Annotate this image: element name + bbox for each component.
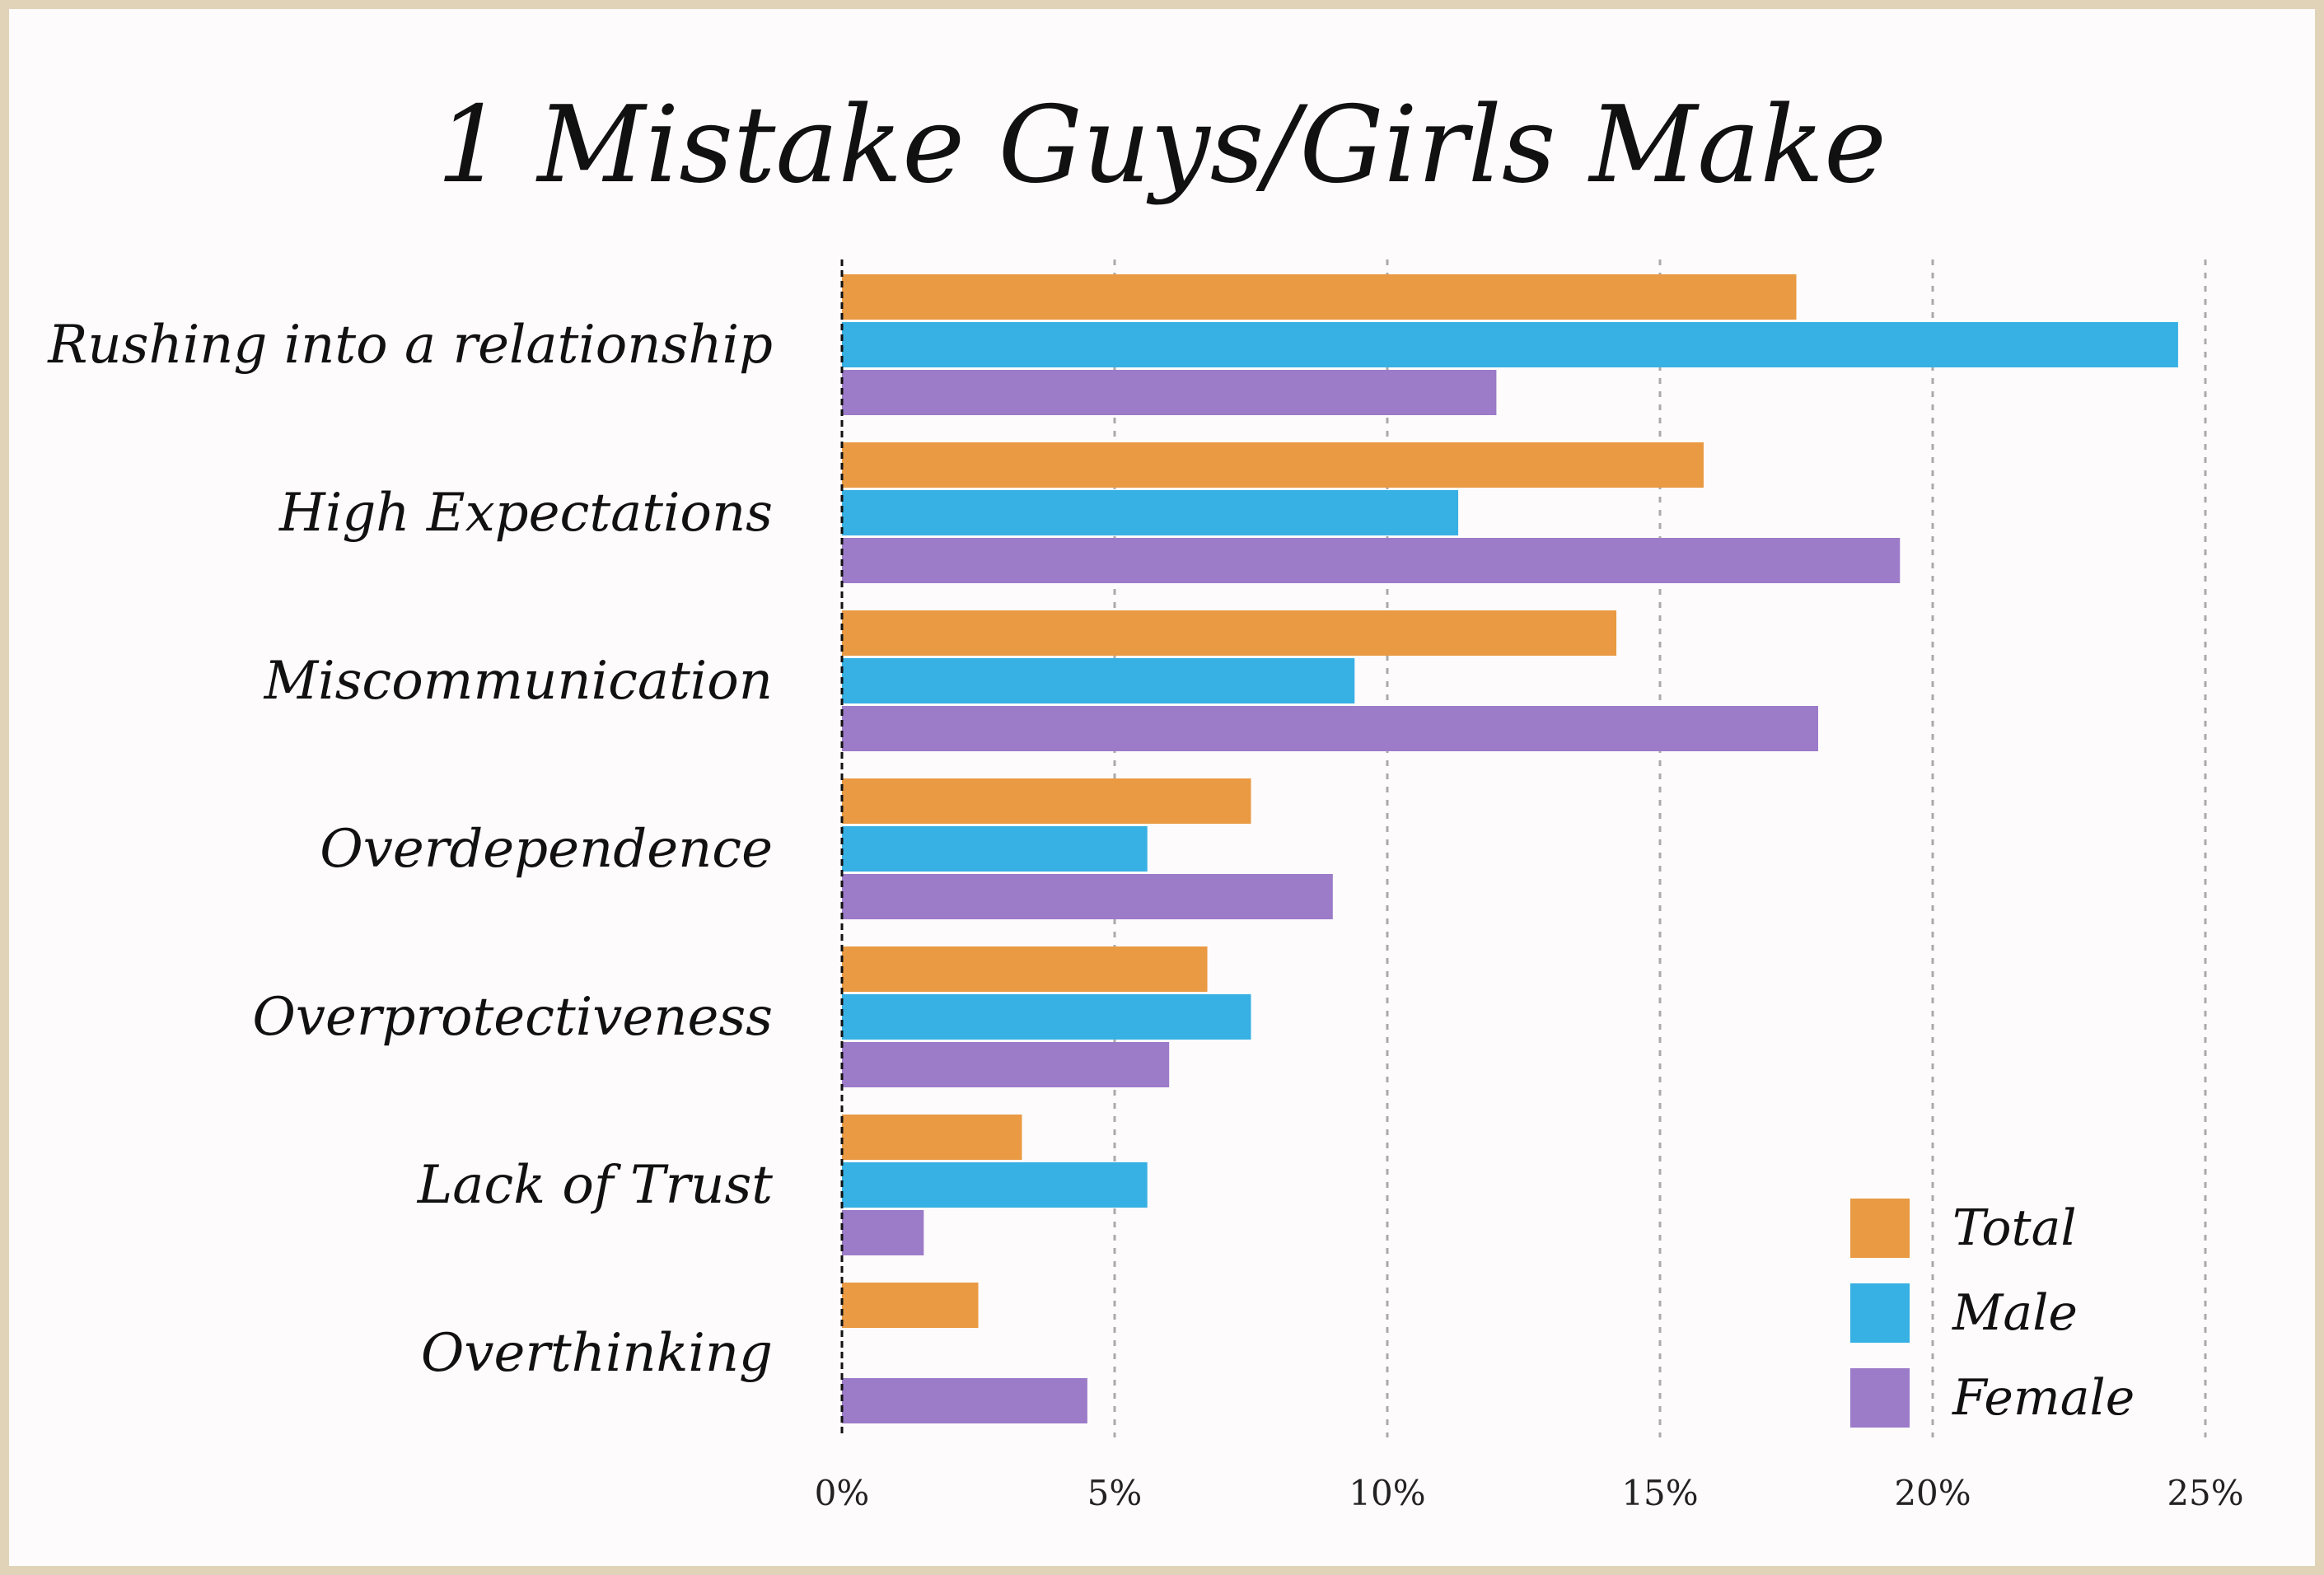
category-label: Lack of Trust xyxy=(417,1155,774,1216)
x-tick-label: 20% xyxy=(1894,1473,1971,1513)
category-label: Overprotectiveness xyxy=(252,987,773,1048)
bar-total xyxy=(842,610,1617,656)
bar-female xyxy=(842,1210,924,1255)
x-tick-label: 5% xyxy=(1087,1473,1143,1513)
chart-title: 1 Mistake Guys/Girls Make xyxy=(437,84,1887,207)
x-tick-label: 25% xyxy=(2167,1473,2243,1513)
bar-female xyxy=(842,1378,1087,1423)
category-label: Rushing into a relationship xyxy=(47,315,773,376)
bar-total xyxy=(842,778,1251,824)
legend-swatch-male xyxy=(1850,1283,1910,1343)
category-label: Overdependence xyxy=(320,819,773,880)
bar-female xyxy=(842,706,1818,751)
category-label: Overthinking xyxy=(421,1323,773,1384)
x-tick-label: 15% xyxy=(1621,1473,1698,1513)
bar-male xyxy=(842,490,1459,535)
category-label: High Expectations xyxy=(278,483,773,544)
bar-female xyxy=(842,1042,1170,1087)
bar-total xyxy=(842,1283,979,1328)
bar-male xyxy=(842,658,1355,703)
x-tick-label: 0% xyxy=(815,1473,870,1513)
bar-total xyxy=(842,442,1704,488)
bar-total xyxy=(842,946,1208,992)
legend-label-male: Male xyxy=(1952,1284,2078,1342)
bar-total xyxy=(842,1115,1022,1160)
bar-male xyxy=(842,994,1251,1040)
bar-male xyxy=(842,826,1148,872)
bar-female xyxy=(842,370,1497,415)
legend-label-total: Total xyxy=(1952,1199,2077,1257)
category-label: Miscommunication xyxy=(264,651,773,712)
x-tick-label: 10% xyxy=(1349,1473,1425,1513)
bar-total xyxy=(842,274,1797,320)
bar-female xyxy=(842,538,1901,583)
legend-swatch-female xyxy=(1850,1368,1910,1428)
legend-label-female: Female xyxy=(1952,1369,2135,1427)
bar-male xyxy=(842,1162,1148,1208)
legend-swatch-total xyxy=(1850,1199,1910,1258)
bar-male xyxy=(842,322,2178,367)
bar-female xyxy=(842,874,1333,919)
